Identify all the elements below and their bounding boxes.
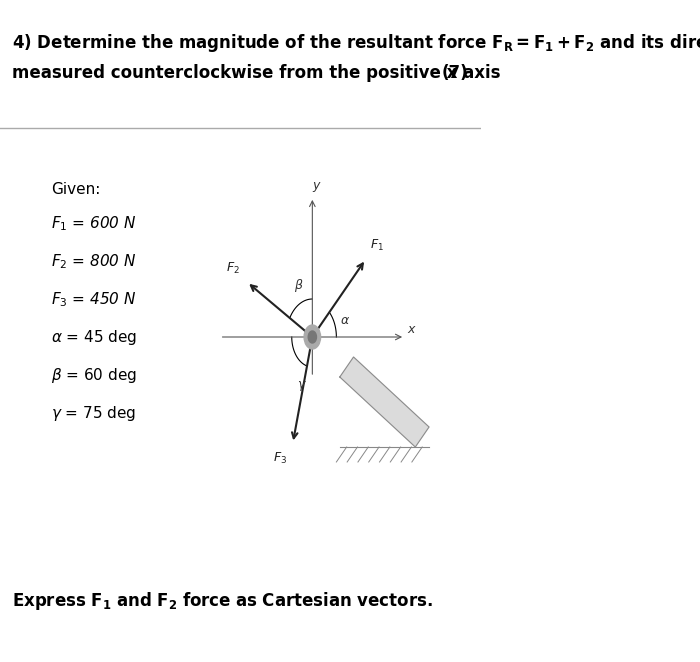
Text: measured counterclockwise from the positive x axis: measured counterclockwise from the posit… — [13, 64, 501, 82]
Text: $F_{2}$ = 800 N: $F_{2}$ = 800 N — [52, 252, 137, 271]
Text: $γ$ = 75 deg: $γ$ = 75 deg — [52, 404, 136, 423]
Text: $F_3$: $F_3$ — [273, 451, 287, 466]
Polygon shape — [340, 357, 429, 447]
Text: $\mathbf{Express\ F_1\ and\ F_2\ force\ as\ Cartesian\ vectors.}$: $\mathbf{Express\ F_1\ and\ F_2\ force\ … — [13, 590, 433, 612]
Text: x: x — [407, 322, 414, 336]
Text: $F_{1}$ = 600 N: $F_{1}$ = 600 N — [52, 214, 137, 233]
Text: (7): (7) — [442, 64, 468, 82]
Circle shape — [308, 331, 316, 343]
Text: $\gamma$: $\gamma$ — [297, 379, 307, 393]
Text: $α$ = 45 deg: $α$ = 45 deg — [52, 328, 138, 347]
Text: 4) Determine the magnitude of the resultant force $\mathbf{F_R = F_1 + F_2}$ and: 4) Determine the magnitude of the result… — [13, 32, 700, 54]
Text: Given:: Given: — [52, 182, 101, 197]
Text: $F_2$: $F_2$ — [226, 261, 240, 276]
Text: $\beta$: $\beta$ — [294, 277, 303, 294]
Text: $\alpha$: $\alpha$ — [340, 314, 350, 327]
Text: $F_1$: $F_1$ — [370, 238, 384, 254]
Text: $F_{3}$ = 450 N: $F_{3}$ = 450 N — [52, 290, 137, 308]
Text: $β$ = 60 deg: $β$ = 60 deg — [52, 366, 137, 385]
Circle shape — [304, 325, 321, 349]
Text: y: y — [312, 179, 319, 192]
